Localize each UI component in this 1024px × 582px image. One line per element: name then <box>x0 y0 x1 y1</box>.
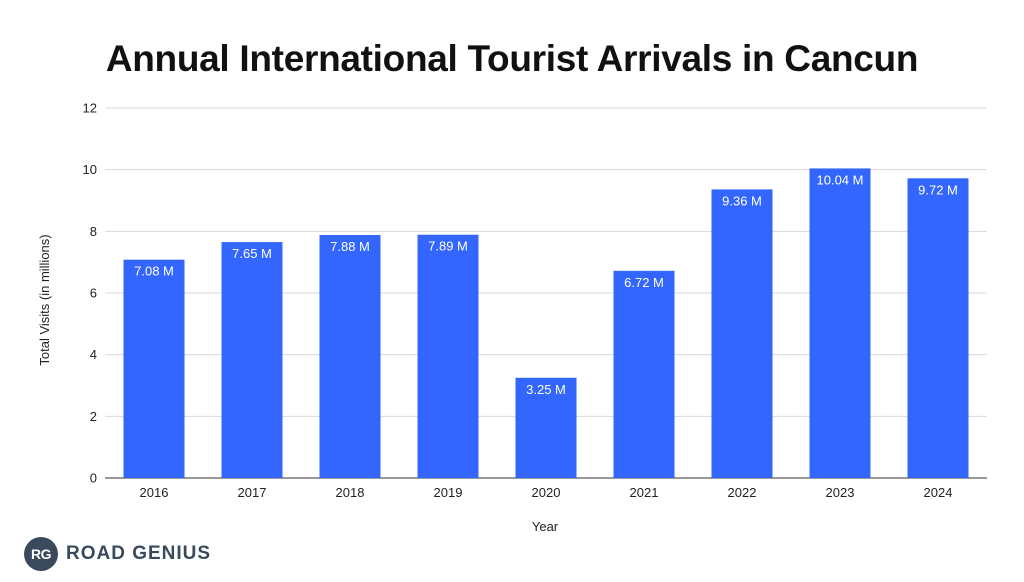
bars: 7.08 M 7.65 M 7.88 M 7.89 M 3.25 M 6.72 M 9.36… <box>123 168 969 479</box>
bar-value-label: 9.72 M <box>918 182 958 197</box>
bar-value-label: 9.36 M <box>722 193 762 208</box>
y-tick-label: 0 <box>90 471 97 486</box>
x-tick-label: 2018 <box>336 485 365 500</box>
y-tick-label: 2 <box>90 409 97 424</box>
bar <box>809 168 871 478</box>
y-tick-label: 6 <box>90 286 97 301</box>
brand-name: ROAD GENIUS <box>66 543 212 564</box>
tick-labels: 0 2 4 6 8 10 12 2016 2017 2018 2019 2020 2021 2022 202… <box>83 101 953 501</box>
bar <box>319 235 381 478</box>
y-tick-label: 4 <box>90 347 97 362</box>
bar <box>515 377 577 478</box>
y-tick-label: 8 <box>90 224 97 239</box>
bar-value-label: 7.89 M <box>428 239 468 254</box>
bar <box>123 259 185 478</box>
bar <box>613 270 675 478</box>
x-tick-label: 2023 <box>826 485 855 500</box>
y-tick-label: 10 <box>83 162 97 177</box>
bar-value-label: 7.08 M <box>134 264 174 279</box>
chart-title: Annual International Tourist Arrivals in… <box>105 38 919 79</box>
y-axis-title: Total Visits (in millions) <box>37 234 52 365</box>
x-tick-label: 2016 <box>140 485 169 500</box>
bar <box>417 234 479 478</box>
brand-logo: RG ROAD GENIUS <box>24 536 211 572</box>
bar <box>711 189 773 478</box>
x-tick-label: 2021 <box>630 485 659 500</box>
x-tick-label: 2017 <box>238 485 267 500</box>
bar-value-label: 7.88 M <box>330 239 370 254</box>
x-tick-label: 2019 <box>434 485 463 500</box>
bar-value-label: 10.04 M <box>817 172 864 187</box>
x-tick-label: 2022 <box>728 485 757 500</box>
x-tick-label: 2024 <box>924 485 953 500</box>
bar <box>221 242 283 478</box>
x-axis-title: Year <box>532 519 559 534</box>
bar-value-label: 7.65 M <box>232 246 272 261</box>
bar <box>907 178 969 479</box>
x-tick-label: 2020 <box>532 485 561 500</box>
bar-value-label: 3.25 M <box>526 382 566 397</box>
brand-badge: RG <box>24 537 58 571</box>
bar-value-label: 6.72 M <box>624 275 664 290</box>
y-tick-label: 12 <box>83 101 97 116</box>
